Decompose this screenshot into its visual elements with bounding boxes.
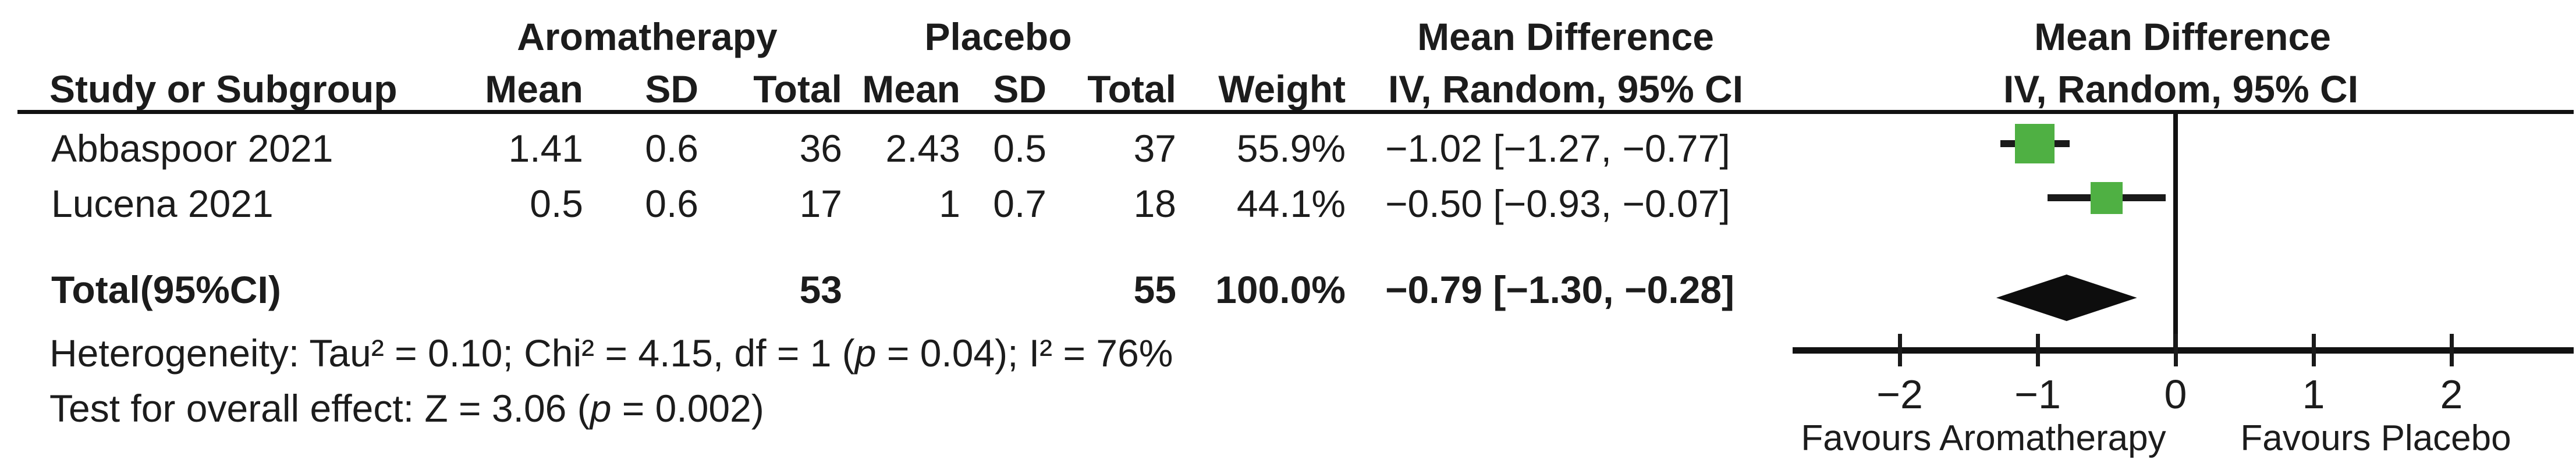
ctrl-total: 18 xyxy=(1133,182,1176,225)
heterogeneity-text-post: = 0.04); I² = 76% xyxy=(876,332,1173,375)
weight-value: 44.1% xyxy=(1236,182,1346,225)
study-square xyxy=(2015,124,2055,163)
study-square xyxy=(2091,181,2123,214)
effect-measure-header: Mean Difference xyxy=(1417,15,1714,58)
total-exp-n: 53 xyxy=(799,268,842,311)
total-ci-text: −0.79 [−1.30, −0.28] xyxy=(1385,268,1734,311)
col-header-ci: IV, Random, 95% CI xyxy=(1388,67,1744,111)
ctrl-sd: 0.5 xyxy=(993,127,1046,170)
axis-tick xyxy=(2449,334,2454,366)
total-ctrl-n: 55 xyxy=(1133,268,1176,311)
effect-measure-header-plot: Mean Difference xyxy=(2034,15,2331,58)
header-rule xyxy=(17,110,2574,114)
exp-sd: 0.6 xyxy=(645,182,698,225)
overall-text-pre: Test for overall effect: Z = 3.06 ( xyxy=(49,387,590,430)
ctrl-sd: 0.7 xyxy=(993,182,1046,225)
axis-tick xyxy=(2311,334,2316,366)
col-header-total-exp: Total xyxy=(753,67,842,111)
heterogeneity-text-pre: Heterogeneity: Tau² = 0.10; Chi² = 4.15,… xyxy=(49,332,855,375)
study-name: Lucena 2021 xyxy=(51,182,274,225)
ci-text: −0.50 [−0.93, −0.07] xyxy=(1385,182,1730,225)
p-symbol: p xyxy=(854,332,877,375)
axis-tick-label: −1 xyxy=(2014,372,2061,417)
axis-tick xyxy=(2035,334,2040,366)
col-header-sd-ctrl: SD xyxy=(993,67,1046,111)
overall-text-post: = 0.002) xyxy=(611,387,764,430)
group-header-control: Placebo xyxy=(924,15,1072,58)
ci-text: −1.02 [−1.27, −0.77] xyxy=(1385,127,1730,170)
axis-tick-label: −2 xyxy=(1876,372,1923,417)
total-weight: 100.0% xyxy=(1215,268,1346,311)
weight-value: 55.9% xyxy=(1236,127,1346,170)
col-header-study: Study or Subgroup xyxy=(49,67,398,111)
group-header-experimental: Aromatherapy xyxy=(517,15,778,58)
exp-sd: 0.6 xyxy=(645,127,698,170)
x-axis-line xyxy=(1793,347,2574,354)
axis-tick xyxy=(1897,334,1902,366)
axis-tick-label: 2 xyxy=(2440,372,2463,417)
col-header-weight: Weight xyxy=(1218,67,1346,111)
exp-mean: 0.5 xyxy=(530,182,583,225)
exp-total: 36 xyxy=(799,127,842,170)
col-header-mean-exp: Mean xyxy=(485,67,583,111)
ctrl-total: 37 xyxy=(1133,127,1176,170)
col-header-sd-exp: SD xyxy=(645,67,698,111)
total-label: Total(95%CI) xyxy=(51,268,281,311)
col-header-ci-plot: IV, Random, 95% CI xyxy=(2003,67,2359,111)
zero-reference-line xyxy=(2173,114,2178,349)
axis-tick xyxy=(2173,334,2178,366)
exp-mean: 1.41 xyxy=(508,127,583,170)
axis-tick-label: 0 xyxy=(2164,372,2187,417)
overall-effect-stats: Test for overall effect: Z = 3.06 (p = 0… xyxy=(49,387,1388,429)
col-header-total-ctrl: Total xyxy=(1087,67,1176,111)
p-symbol: p xyxy=(590,387,612,430)
favours-right-label: Favours Placebo xyxy=(2240,418,2511,458)
ctrl-mean: 1 xyxy=(939,182,960,225)
study-name: Abbaspoor 2021 xyxy=(51,127,333,170)
favours-left-label: Favours Aromatherapy xyxy=(1801,418,2166,458)
heterogeneity-stats: Heterogeneity: Tau² = 0.10; Chi² = 4.15,… xyxy=(49,332,1388,374)
axis-tick-label: 1 xyxy=(2302,372,2325,417)
total-diamond xyxy=(1996,275,2137,321)
col-header-mean-ctrl: Mean xyxy=(862,67,960,111)
exp-total: 17 xyxy=(799,182,842,225)
ctrl-mean: 2.43 xyxy=(885,127,960,170)
